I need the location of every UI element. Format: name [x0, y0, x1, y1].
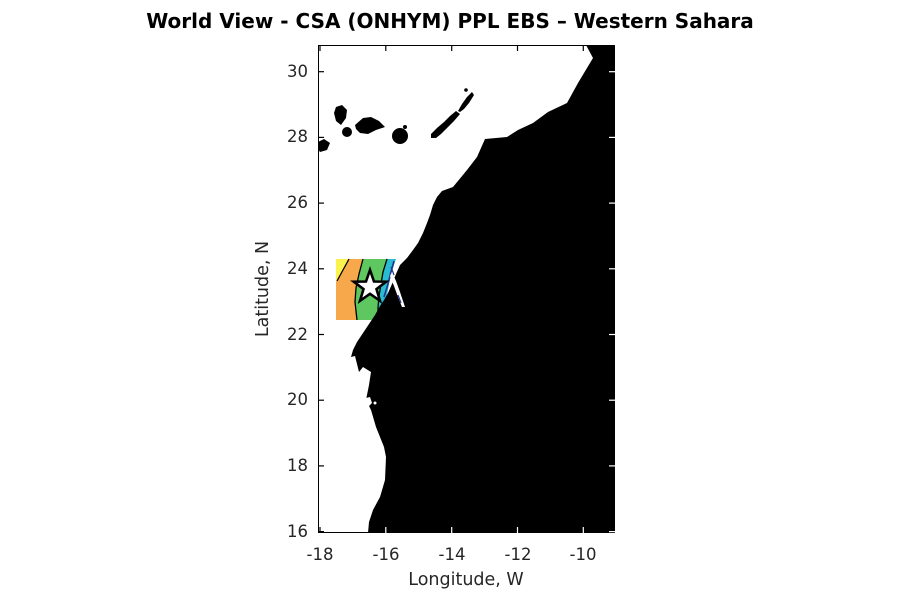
y-tick-label: 30: [287, 62, 308, 81]
island-la-gomera: [342, 127, 352, 137]
africa-landmass: [351, 45, 615, 533]
x-tick-label: -14: [438, 545, 466, 564]
x-tick-label: -18: [306, 545, 334, 564]
y-tick-label: 16: [287, 522, 308, 541]
block-zone-orange: [336, 259, 363, 320]
island-el-hierro: [318, 139, 330, 152]
island-tenerife: [355, 117, 385, 134]
figure-title: World View - CSA (ONHYM) PPL EBS – Weste…: [146, 9, 754, 33]
y-axis-label: Latitude, N: [253, 240, 273, 338]
banc-arguin-detail: [364, 397, 377, 412]
contour-line-navy: [383, 260, 395, 298]
contour-line-yellow-orange: [336, 258, 350, 282]
y-tick-label: 18: [287, 456, 308, 475]
x-tick-label: -10: [569, 545, 597, 564]
bay-navy-mark-2: [397, 294, 402, 304]
axes-border: [318, 45, 615, 533]
ticks-left: [318, 71, 324, 533]
ticks-top: [319, 45, 584, 51]
star-marker: [350, 266, 390, 305]
island-gran-canaria: [392, 128, 408, 144]
x-axis-label: Longitude, W: [408, 570, 524, 590]
y-tick-label: 24: [287, 259, 308, 278]
arguin-white-dot: [373, 401, 377, 405]
x-tick-label: -16: [372, 545, 400, 564]
y-tick-label: 26: [287, 193, 308, 212]
island-la-palma: [334, 105, 347, 125]
bay-white-sliver: [390, 272, 405, 307]
dakhla-bay-detail: [390, 266, 405, 307]
ticks-right: [609, 71, 615, 533]
contour-line-orange-green: [354, 258, 364, 321]
island-lanzarote: [458, 92, 474, 112]
island-la-graciosa: [464, 88, 468, 92]
y-tick-label: 28: [287, 127, 308, 146]
map-canvas: [318, 45, 615, 533]
y-tick-label: 20: [287, 390, 308, 409]
island-gran-canaria-islet: [403, 125, 407, 129]
y-tick-label: 22: [287, 325, 308, 344]
island-fuerteventura: [431, 111, 460, 138]
axes-box-and-ticks: [318, 45, 615, 533]
canary-islands: [318, 88, 474, 152]
bay-navy-mark-1: [390, 266, 395, 276]
x-tick-label: -12: [504, 545, 532, 564]
arguin-white-notch: [364, 397, 372, 412]
